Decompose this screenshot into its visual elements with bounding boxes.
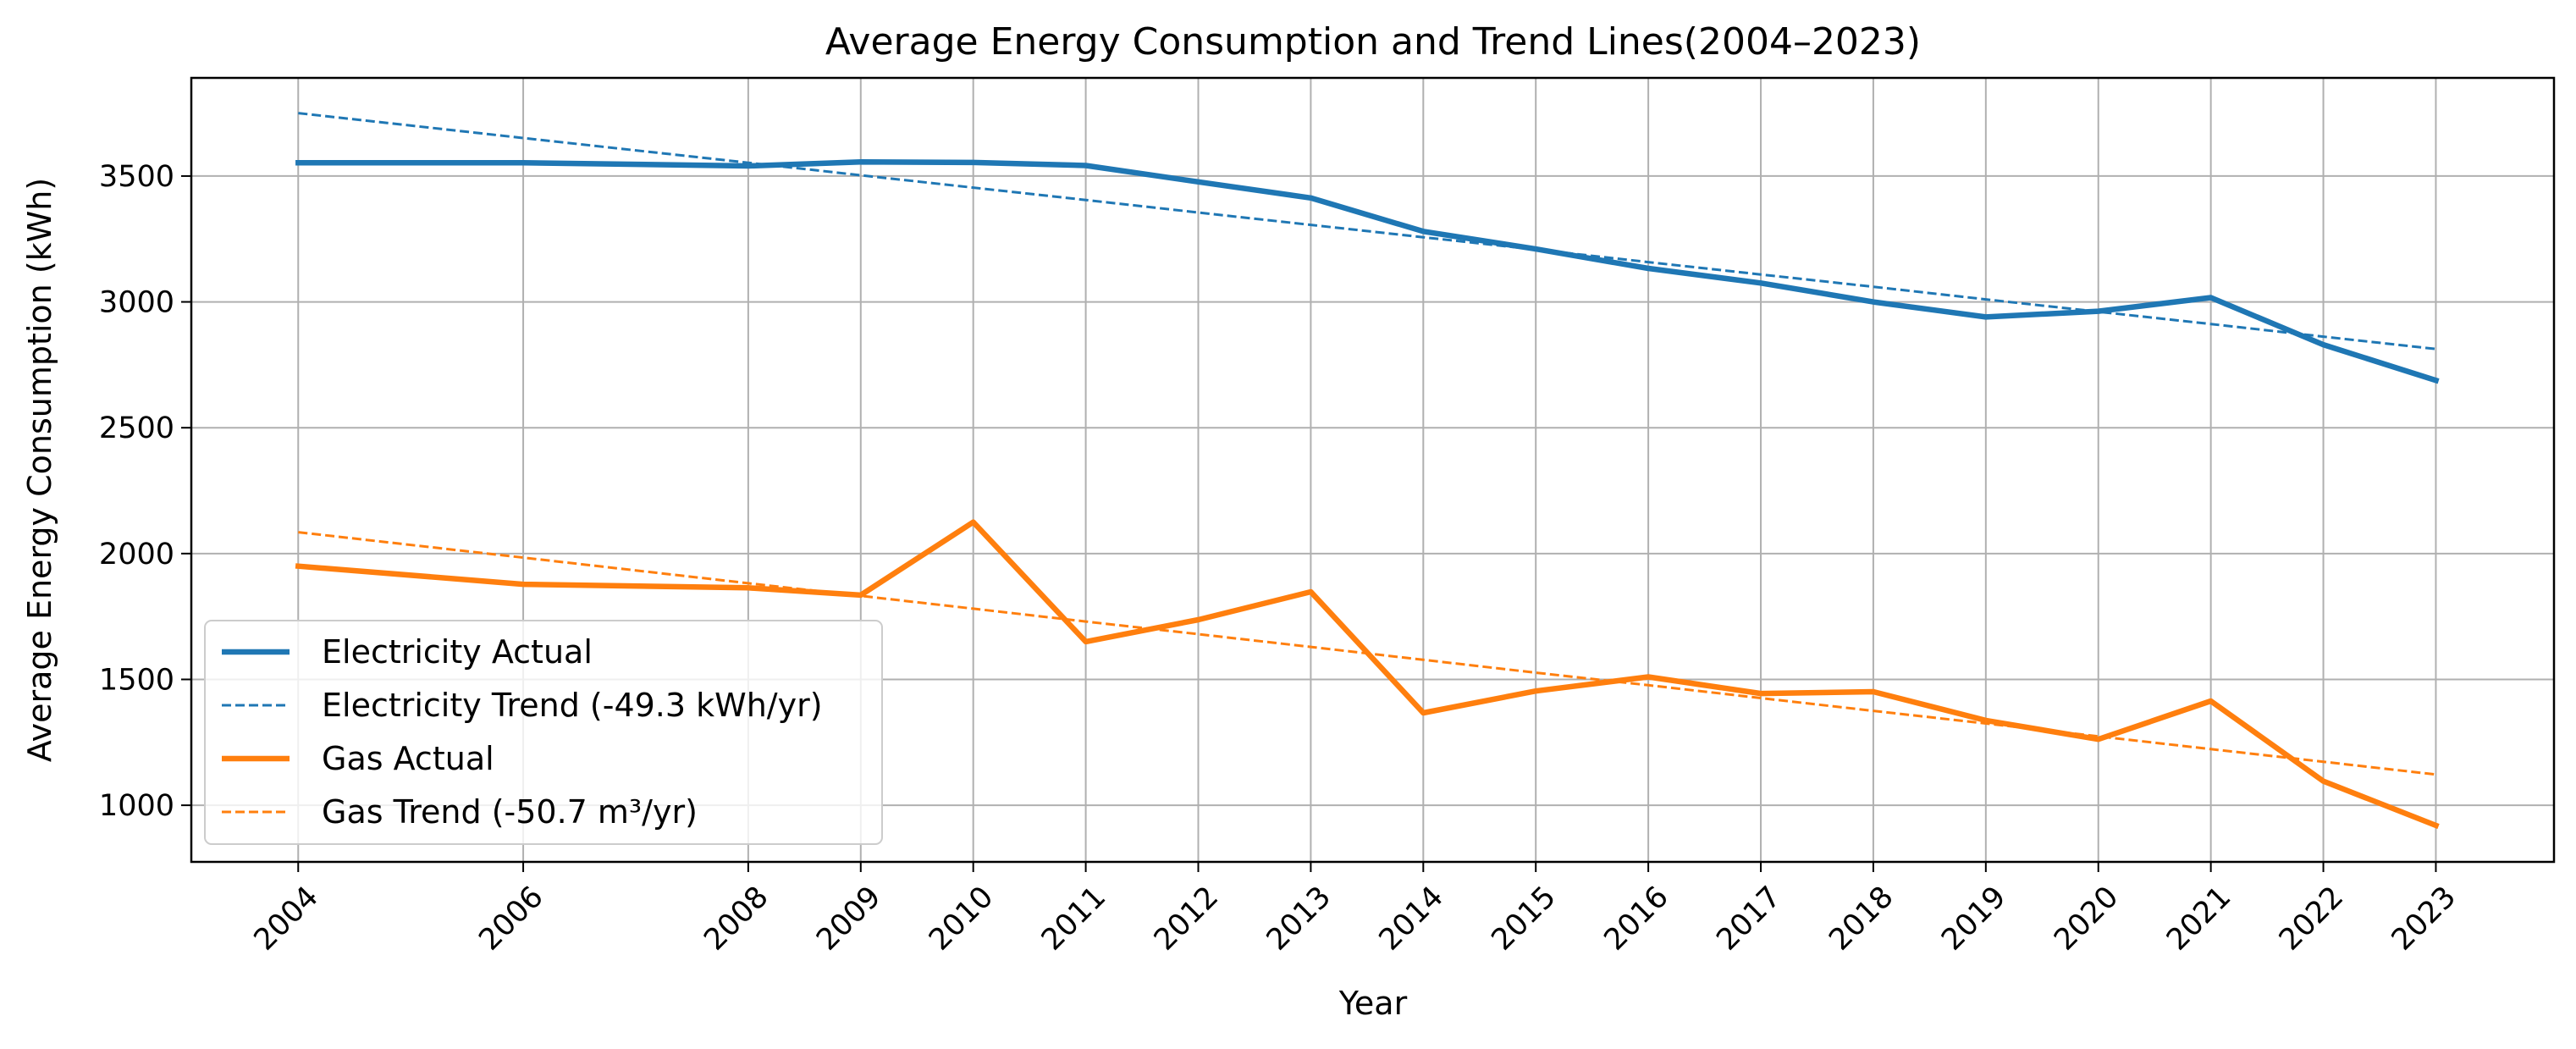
y-tick-label: 3500 [99, 160, 174, 194]
x-axis-label: Year [1338, 985, 1408, 1022]
y-tick-label: 1000 [99, 789, 174, 823]
y-tick-label: 3000 [99, 286, 174, 320]
legend: Electricity Actual Electricity Trend (-49… [204, 620, 883, 845]
series-line-electricity-actual [295, 159, 2440, 384]
legend-label: Electricity Actual [322, 633, 593, 671]
series-line-electricity-trend-49-3-kwh-yr [298, 112, 2436, 351]
y-tick-label: 2500 [99, 411, 174, 445]
y-axis-label: Average Energy Consumption (kWh) [21, 178, 58, 762]
y-tick-label: 1500 [99, 663, 174, 697]
chart-title: Average Energy Consumption and Trend Lin… [825, 20, 1921, 63]
plot-frame [190, 76, 2556, 864]
y-tick-label: 2000 [99, 538, 174, 571]
legend-box [204, 620, 883, 845]
series-line-gas-trend-50-7-m-yr [298, 531, 2436, 776]
y-axis-ticks: 1000 1500 2000 2500 3000 3500 [99, 160, 191, 823]
legend-label: Gas Trend (-50.7 m³/yr) [322, 793, 698, 831]
legend-label: Electricity Trend (-49.3 kWh/yr) [322, 687, 823, 724]
series-layer [295, 112, 2440, 830]
legend-label: Gas Actual [322, 740, 494, 777]
legend-entries: Electricity Actual Electricity Trend (-49… [222, 633, 823, 831]
